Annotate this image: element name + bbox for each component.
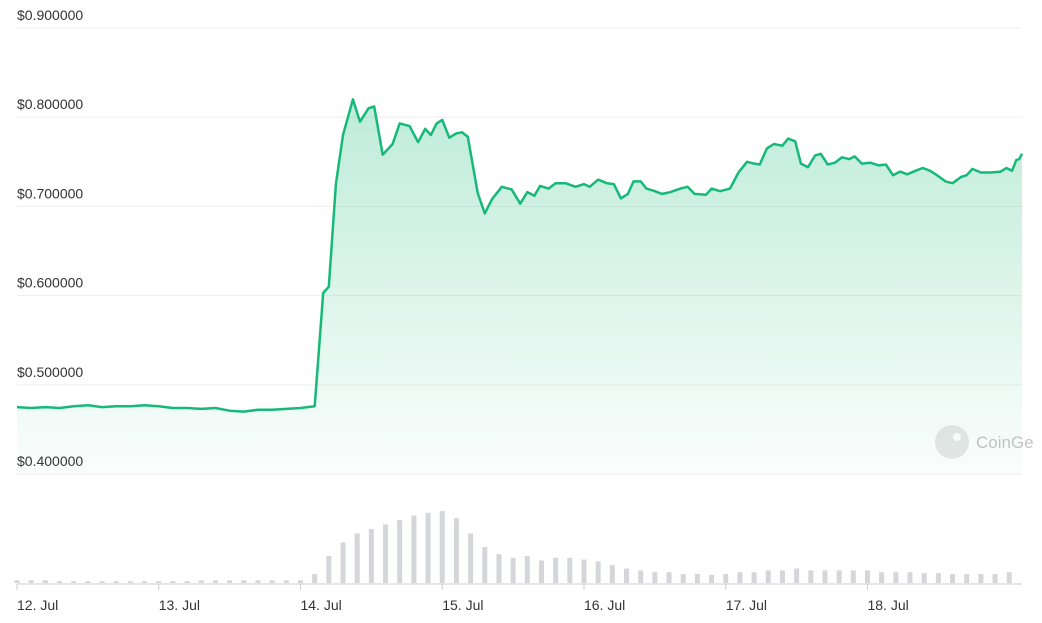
- volume-bar: [765, 570, 771, 583]
- x-tick-label: 13. Jul: [159, 597, 200, 613]
- volume-bar: [184, 581, 190, 583]
- volume-bar: [723, 574, 729, 583]
- volume-bar: [127, 581, 133, 583]
- volume-bar: [879, 572, 885, 583]
- volume-bar: [383, 524, 389, 583]
- volume-bar: [638, 570, 644, 583]
- volume-bar: [14, 580, 20, 583]
- volume-bar: [42, 580, 48, 583]
- volume-bar: [496, 554, 502, 583]
- volume-bar: [198, 580, 204, 583]
- volume-bar: [524, 556, 530, 583]
- volume-bar: [312, 574, 318, 583]
- volume-bar: [297, 580, 303, 583]
- price-line: [16, 98, 1024, 413]
- volume-bar: [893, 572, 899, 583]
- volume-bar: [836, 570, 842, 583]
- volume-bar: [170, 581, 176, 583]
- volume-bar: [453, 518, 459, 583]
- volume-bar: [283, 580, 289, 583]
- volume-bar: [822, 570, 828, 583]
- volume-bar: [850, 570, 856, 583]
- volume-bar: [439, 511, 445, 583]
- volume-bar: [666, 572, 672, 583]
- volume-bar: [680, 574, 686, 583]
- area-fill: [17, 99, 1022, 475]
- volume-bar: [694, 574, 700, 583]
- volume-bar: [808, 570, 814, 583]
- volume-bar: [326, 556, 332, 583]
- x-tick-label: 12. Jul: [17, 597, 58, 613]
- volume-bar: [864, 570, 870, 583]
- volume-bar: [227, 580, 233, 583]
- volume-bar: [652, 572, 658, 583]
- volume-bar: [212, 580, 218, 583]
- volume-bar: [397, 520, 403, 583]
- x-tick-label: 14. Jul: [300, 597, 341, 613]
- x-tick-label: 15. Jul: [442, 597, 483, 613]
- volume-bar: [1006, 572, 1012, 583]
- y-tick-label: $0.700000: [17, 185, 83, 201]
- volume-bar: [709, 574, 715, 583]
- volume-bar: [935, 573, 941, 583]
- volume-bar: [779, 570, 785, 583]
- volume-bar: [156, 581, 162, 583]
- volume-bar: [624, 568, 630, 583]
- volume-bar: [340, 542, 346, 583]
- volume-bar: [28, 580, 34, 583]
- volume-bar: [411, 515, 417, 583]
- volume-bar: [907, 572, 913, 583]
- volume-bar: [425, 512, 431, 583]
- x-tick-label: 16. Jul: [584, 597, 625, 613]
- volume-bar: [751, 572, 757, 583]
- volume-bar: [85, 581, 91, 583]
- volume-bar: [269, 580, 275, 583]
- x-tick-label: 18. Jul: [867, 597, 908, 613]
- volume-bar: [142, 581, 148, 583]
- volume-bar: [595, 561, 601, 583]
- volume-bar: [510, 557, 516, 583]
- volume-bar: [964, 574, 970, 583]
- volume-bar: [567, 557, 573, 583]
- volume-bar: [538, 560, 544, 583]
- volume-bar: [581, 559, 587, 583]
- volume-bar: [794, 568, 800, 583]
- y-tick-label: $0.900000: [17, 7, 83, 23]
- y-tick-label: $0.600000: [17, 275, 83, 291]
- volume-bar: [921, 573, 927, 583]
- volume-bar: [241, 580, 247, 583]
- volume-bar: [113, 581, 119, 583]
- volume-bar: [99, 581, 105, 583]
- volume-bar: [468, 533, 474, 583]
- volume-bar: [737, 572, 743, 583]
- volume-bar: [71, 581, 77, 583]
- volume-bar: [609, 565, 615, 583]
- y-tick-label: $0.800000: [17, 96, 83, 112]
- volume-bar: [354, 533, 360, 583]
- volume-bar: [57, 581, 63, 583]
- volume-bar: [992, 574, 998, 583]
- volume-bar: [978, 574, 984, 583]
- volume-bar: [368, 529, 374, 583]
- volume-bar: [482, 547, 488, 583]
- volume-bar: [950, 574, 956, 583]
- y-tick-label: $0.500000: [17, 364, 83, 380]
- volume-bar: [553, 557, 559, 583]
- volume-bar: [255, 580, 261, 583]
- x-tick-label: 17. Jul: [726, 597, 767, 613]
